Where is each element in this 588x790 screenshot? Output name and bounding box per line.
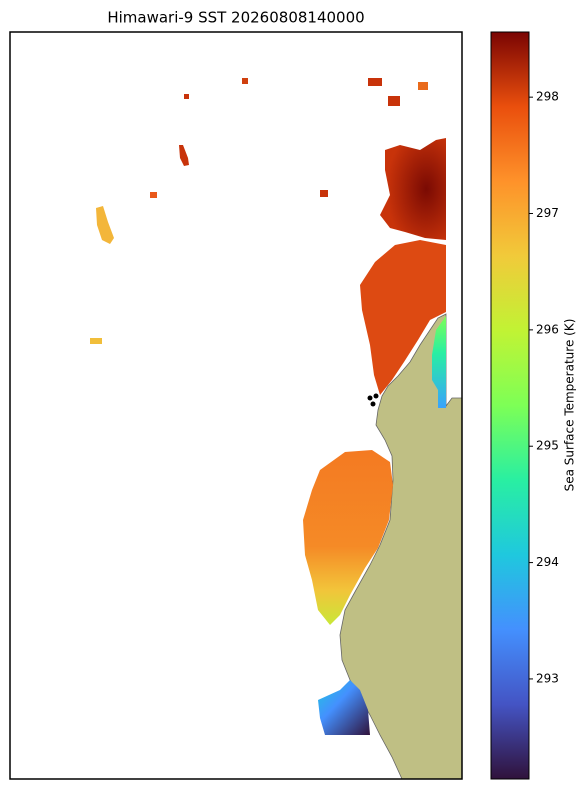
- sst-patch: [318, 680, 370, 735]
- sst-patch: [368, 78, 382, 86]
- sst-patch: [303, 450, 393, 625]
- map-title: Himawari-9 SST 20260808140000: [107, 9, 364, 27]
- sst-patch: [432, 316, 446, 408]
- sst-patch: [380, 138, 446, 240]
- marker: [373, 393, 379, 399]
- sst-patch: [320, 190, 328, 197]
- colorbar-label: Sea Surface Temperature (K): [563, 319, 577, 492]
- sst-patch: [388, 96, 400, 106]
- marker: [367, 395, 373, 401]
- sst-patch: [242, 78, 248, 84]
- land: [339, 313, 462, 779]
- sst-patch: [360, 240, 446, 395]
- sst-patch: [184, 94, 189, 99]
- colorbar: [490, 31, 530, 780]
- sst-patch: [96, 206, 114, 244]
- colorbar-tick-label: 295: [536, 439, 559, 453]
- map: [90, 78, 462, 779]
- sst-patch: [179, 145, 189, 166]
- colorbar-tick-label: 296: [536, 322, 559, 336]
- colorbar-tick-label: 298: [536, 90, 559, 104]
- sst-patch: [150, 192, 157, 198]
- colorbar-tick-label: 297: [536, 206, 559, 220]
- marker: [370, 401, 376, 407]
- colorbar-tick-label: 293: [536, 671, 559, 685]
- sst-patch: [90, 338, 102, 344]
- sst-patch: [418, 82, 428, 90]
- colorbar-tick-label: 294: [536, 555, 559, 569]
- map-frame: [9, 31, 463, 780]
